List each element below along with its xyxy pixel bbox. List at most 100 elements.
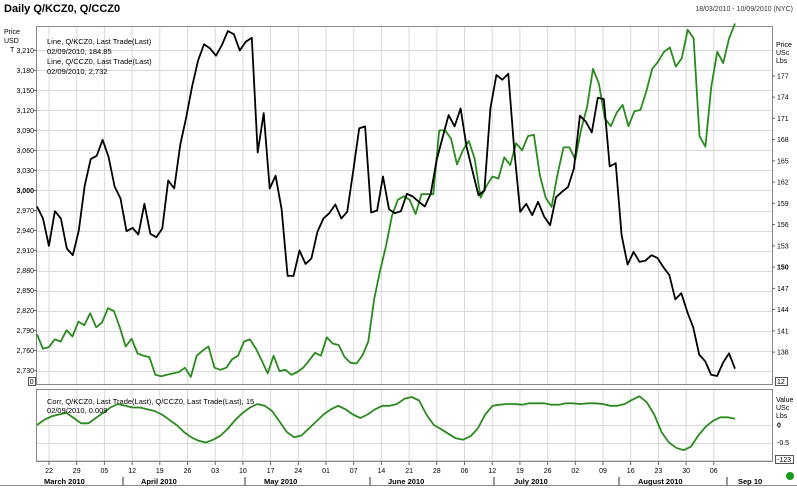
right-tick-label: 177 <box>777 73 789 80</box>
corr-panel <box>36 389 773 462</box>
x-tick-label: 03 <box>211 468 219 475</box>
legend-cc-name: Line, Q/CCZ0, Last Trade(Last) <box>47 57 152 66</box>
month-label: March 2010 <box>44 477 85 486</box>
right-tick-label: 147 <box>777 286 789 293</box>
chart-title: Daily Q/KCZ0, Q/CCZ0 <box>4 3 121 15</box>
legend-corr-name: Corr, Q/KCZ0, Last Trade(Last), Q/CCZ0, … <box>47 397 254 406</box>
right-axis-label-2: USc <box>776 50 790 57</box>
left-tick-label: 3,060 <box>16 148 34 155</box>
right-tick-label: 150 <box>777 265 789 272</box>
month-label: August 2010 <box>638 477 683 486</box>
corr-tick-label: 0 <box>777 423 781 430</box>
right-axis-marker-box <box>775 377 788 386</box>
corr-axis-label-1: Value <box>776 397 793 404</box>
left-tick-label: 2,940 <box>16 228 34 235</box>
left-axis: 2,730 2,760 2,790 2,820 2,850 2,880 2,910 2,940… <box>16 48 37 375</box>
main-panel <box>36 26 773 385</box>
x-tick-label: 28 <box>433 468 441 475</box>
x-tick-label: 24 <box>294 468 302 475</box>
left-axis-label-3: T <box>10 47 15 54</box>
main-gridlines <box>37 27 772 384</box>
x-tick-label: 26 <box>184 468 192 475</box>
left-tick-label: 3,150 <box>16 88 34 95</box>
x-tick-label: 06 <box>710 468 718 475</box>
legend-kc-value: 02/09/2010, 184.85 <box>47 47 112 56</box>
corr-tick-label: -0.5 <box>777 440 789 447</box>
left-tick-label: 2,970 <box>16 208 34 215</box>
right-tick-label: 156 <box>777 222 789 229</box>
x-tick-label: 12 <box>488 468 496 475</box>
legend-cc-value: 02/09/2010, 2,732 <box>47 67 107 76</box>
x-tick-label: 19 <box>156 468 164 475</box>
x-tick-label: 19 <box>516 468 524 475</box>
x-tick-label: 21 <box>405 468 413 475</box>
right-tick-label: 165 <box>777 158 789 165</box>
left-tick-label: 2,820 <box>16 308 34 315</box>
right-tick-label: 168 <box>777 137 789 144</box>
x-tick-label: 29 <box>73 468 81 475</box>
month-label: June 2010 <box>388 477 424 486</box>
left-tick-label: 3,000 <box>16 188 34 195</box>
x-tick-label: 14 <box>378 468 386 475</box>
right-tick-label: 138 <box>777 350 789 357</box>
month-axis: March 2010 April 2010 May 2010 June 2010 Jul… <box>44 477 762 486</box>
corr-axis-marker: -123 <box>777 457 791 464</box>
series-line-corr <box>36 395 736 452</box>
right-axis-label-1: Price <box>776 42 792 49</box>
right-axis-label-3: Lbs <box>776 58 788 65</box>
right-tick-label: 162 <box>777 180 789 187</box>
month-label: Sep 10 <box>738 477 762 486</box>
x-tick-label: 09 <box>599 468 607 475</box>
right-tick-label: 153 <box>777 243 789 250</box>
right-axis: 138 141 144 147 150 153 156 159 162 165 168 171 174 1… <box>772 73 789 357</box>
right-tick-label: 159 <box>777 201 789 208</box>
corr-axis-label-2: USc <box>776 405 790 412</box>
x-tick-label: 12 <box>128 468 136 475</box>
right-tick-label: 171 <box>777 116 789 123</box>
month-label: May 2010 <box>264 477 297 486</box>
left-axis-label-2: USD <box>4 38 19 45</box>
left-tick-label: 3,090 <box>16 128 34 135</box>
left-tick-label: 2,880 <box>16 268 34 275</box>
x-tick-label: 01 <box>322 468 330 475</box>
left-axis-label-1: Price <box>4 29 20 36</box>
x-tick-label: 07 <box>350 468 358 475</box>
left-tick-label: 2,910 <box>16 248 34 255</box>
left-axis-marker: 0 <box>30 379 34 386</box>
corr-axis-label-3: Lbs <box>776 413 788 420</box>
right-tick-label: 141 <box>777 328 789 335</box>
x-tick-label: 23 <box>655 468 663 475</box>
left-axis-marker-box <box>28 377 36 386</box>
left-tick-label: 3,120 <box>16 108 34 115</box>
x-tick-label: 16 <box>627 468 635 475</box>
x-tick-label: 30 <box>682 468 690 475</box>
month-label: July 2010 <box>514 477 548 486</box>
right-axis-marker: 12 <box>777 379 785 386</box>
series-layer <box>36 23 736 452</box>
right-tick-label: 174 <box>777 95 789 102</box>
x-tick-label: 22 <box>45 468 53 475</box>
left-tick-label: 2,760 <box>16 348 34 355</box>
x-tick-label: 06 <box>461 468 469 475</box>
corr-axis-marker-box <box>775 455 794 464</box>
status-dot <box>786 472 794 480</box>
left-tick-label: 3,180 <box>16 68 34 75</box>
left-tick-label: 2,850 <box>16 288 34 295</box>
date-range: 18/03/2010 - 10/09/2010 (NYC) <box>695 6 793 13</box>
left-tick-label: 3,210 <box>16 48 34 55</box>
month-label: April 2010 <box>141 477 177 486</box>
x-tick-label: 26 <box>544 468 552 475</box>
series-line-kc <box>36 23 736 378</box>
series-line-cc <box>36 30 736 377</box>
x-tick-label: 05 <box>101 468 109 475</box>
x-tick-label: 02 <box>571 468 579 475</box>
x-tick-label: 10 <box>239 468 247 475</box>
left-tick-label: 3,030 <box>16 168 34 175</box>
x-tick-label: 17 <box>267 468 275 475</box>
right-tick-label: 144 <box>777 307 789 314</box>
x-axis: 22 29 05 12 19 26 03 10 17 24 01 07 14 21 28 06 12 19 26 02… <box>45 461 718 475</box>
left-tick-label: 2,730 <box>16 368 34 375</box>
legend-corr-value: 02/09/2010, 0.009 <box>47 406 107 415</box>
legend-kc-name: Line, Q/KCZ0, Last Trade(Last) <box>47 37 152 46</box>
